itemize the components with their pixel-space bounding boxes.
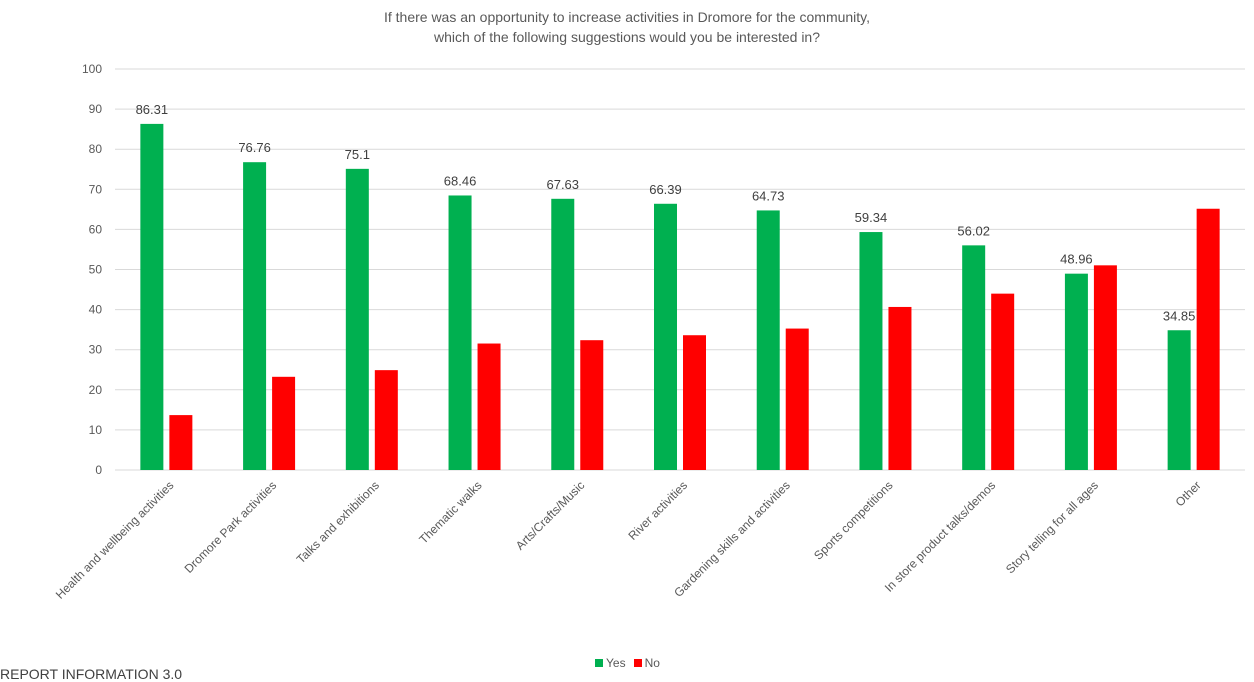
bar-yes-3	[448, 195, 472, 470]
x-tick-label-4: Arts/Crafts/Music	[513, 478, 587, 552]
legend-swatch-no	[633, 659, 642, 667]
y-tick-label-30: 30	[89, 343, 103, 357]
data-label-yes-8: 56.02	[957, 223, 990, 238]
x-tick-label-1: Dromore Park activities	[182, 478, 280, 576]
legend-item-yes: Yes	[595, 656, 626, 670]
bar-yes-6	[756, 210, 780, 471]
x-tick-label-7: Sports competitions	[811, 478, 895, 562]
bar-no-10	[1196, 208, 1220, 470]
x-tick-label-8: In store product talks/demos	[882, 478, 998, 594]
y-tick-label-90: 90	[89, 102, 103, 116]
bar-yes-9	[1064, 273, 1088, 470]
x-tick-label-5: River activities	[626, 478, 691, 543]
y-tick-label-40: 40	[89, 303, 103, 317]
y-tick-label-0: 0	[95, 463, 102, 477]
bar-no-8	[991, 293, 1015, 470]
bar-yes-5	[654, 203, 677, 470]
y-tick-label-10: 10	[89, 423, 103, 437]
legend-label-no: No	[644, 656, 660, 670]
data-label-yes-1: 76.76	[238, 140, 271, 155]
legend-swatch-yes	[595, 659, 603, 667]
bar-no-4	[580, 340, 604, 470]
data-label-yes-3: 68.46	[444, 173, 477, 188]
bar-yes-4	[551, 198, 575, 470]
bar-yes-8	[962, 245, 986, 470]
data-label-yes-10: 34.85	[1163, 308, 1196, 323]
bar-yes-10	[1167, 330, 1191, 470]
bar-yes-1	[243, 162, 267, 471]
data-label-yes-5: 66.39	[649, 182, 682, 197]
x-tick-label-0: Health and wellbeing activities	[53, 478, 177, 602]
bar-no-9	[1093, 265, 1117, 470]
bar-no-3	[477, 343, 501, 470]
data-label-yes-2: 75.1	[345, 147, 370, 162]
chart-legend: Yes No	[595, 656, 660, 670]
data-label-yes-7: 59.34	[855, 210, 888, 225]
bar-no-1	[272, 376, 296, 470]
y-tick-label-100: 100	[82, 62, 102, 76]
y-tick-label-50: 50	[89, 263, 103, 277]
data-label-yes-4: 67.63	[546, 177, 579, 192]
y-tick-label-20: 20	[89, 383, 103, 397]
bar-no-2	[374, 370, 398, 470]
bar-no-0	[169, 415, 193, 470]
y-tick-label-70: 70	[89, 182, 103, 196]
data-label-yes-9: 48.96	[1060, 252, 1093, 267]
legend-label-yes: Yes	[606, 656, 626, 670]
data-label-yes-6: 64.73	[752, 188, 785, 203]
x-tick-label-10: Other	[1173, 478, 1204, 509]
x-tick-label-2: Talks and exhibitions	[294, 478, 382, 566]
x-tick-label-3: Thematic walks	[416, 478, 484, 546]
chart-title-line-2: which of the following suggestions would…	[433, 29, 821, 45]
y-tick-label-80: 80	[89, 142, 103, 156]
data-label-yes-0: 86.31	[136, 102, 169, 117]
bar-no-5	[683, 335, 706, 470]
footer-text: REPORT INFORMATION 3.0	[0, 666, 183, 682]
bar-no-6	[785, 328, 809, 470]
bar-no-7	[888, 306, 912, 470]
x-tick-label-9: Story telling for all ages	[1003, 478, 1101, 576]
bar-yes-0	[140, 123, 164, 470]
x-tick-label-6: Gardening skills and activities	[671, 478, 793, 600]
bar-yes-2	[345, 168, 369, 470]
bar-yes-7	[859, 232, 883, 470]
chart-title-line-1: If there was an opportunity to increase …	[383, 9, 871, 25]
y-tick-label-60: 60	[89, 222, 103, 236]
legend-item-no: No	[633, 656, 660, 670]
